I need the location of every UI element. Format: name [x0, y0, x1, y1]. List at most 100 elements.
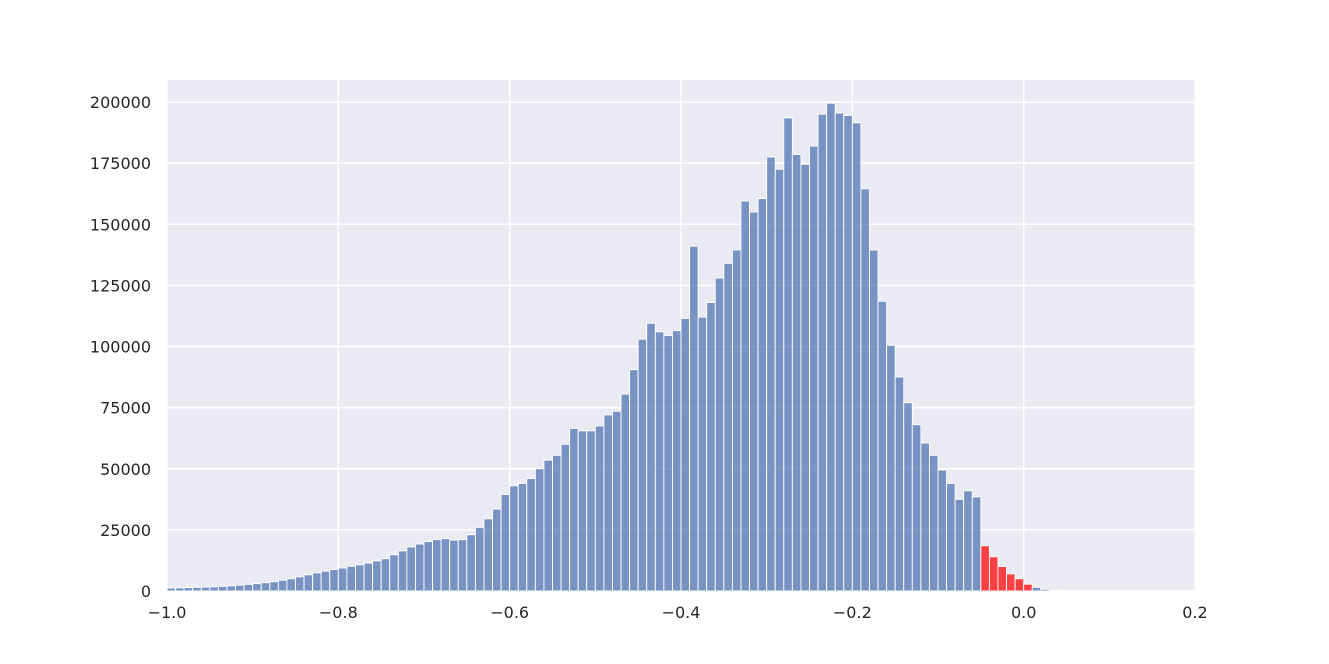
- histogram-bar: [337, 567, 348, 592]
- x-tick-label: −0.6: [490, 603, 529, 622]
- histogram-bar: [834, 112, 845, 592]
- histogram-bar: [1031, 586, 1042, 592]
- histogram-bar: [646, 322, 656, 592]
- histogram-bar: [474, 526, 485, 592]
- histogram-bar: [817, 113, 828, 592]
- histogram-bar: [483, 518, 493, 592]
- histogram-bar: [526, 478, 536, 592]
- histogram-bar: [329, 569, 339, 592]
- histogram-bar: [877, 300, 888, 592]
- histogram-bar: [843, 115, 853, 592]
- histogram-bar: [200, 586, 211, 592]
- histogram-bar: [740, 200, 750, 592]
- histogram-bar: [586, 430, 596, 592]
- x-tick-label: −0.2: [833, 603, 872, 622]
- histogram-bar-highlighted: [1014, 578, 1025, 592]
- histogram-bar-highlighted: [1023, 583, 1033, 592]
- histogram-bar: [577, 430, 588, 592]
- histogram-bar: [886, 344, 896, 592]
- histogram-bar: [946, 482, 956, 592]
- histogram-bar: [175, 587, 185, 592]
- histogram-bar-highlighted: [997, 566, 1007, 592]
- histogram-bar: [903, 402, 913, 592]
- histogram-bar: [303, 574, 314, 592]
- histogram-bar: [706, 302, 716, 592]
- histogram-bar: [663, 335, 673, 592]
- x-tick-label: −1.0: [148, 603, 187, 622]
- y-tick-label: 75000: [100, 399, 151, 418]
- histogram-bar: [654, 331, 665, 592]
- histogram-bar: [783, 117, 793, 592]
- histogram-bar: [355, 564, 365, 592]
- histogram-bar: [243, 583, 254, 592]
- histogram-bar: [166, 587, 177, 592]
- histogram-bar: [620, 393, 631, 592]
- y-tick-label: 50000: [100, 460, 151, 479]
- histogram-bar-highlighted: [988, 556, 999, 592]
- histogram-bar: [851, 122, 862, 592]
- histogram-bar: [269, 581, 279, 592]
- x-tick-label: 0.2: [1182, 603, 1207, 622]
- histogram-bar: [749, 211, 759, 592]
- histogram-bar: [534, 468, 545, 592]
- histogram-bar: [731, 249, 742, 592]
- histogram-bar: [860, 188, 870, 592]
- y-tick-label: 125000: [90, 276, 151, 295]
- histogram-bar-highlighted: [980, 545, 990, 592]
- histogram-bar: [277, 579, 288, 592]
- histogram-bar-highlighted: [1006, 573, 1016, 592]
- histogram-bar: [1040, 588, 1050, 592]
- histogram-bar: [963, 490, 973, 592]
- histogram-bar: [363, 562, 374, 592]
- histogram-bar: [552, 454, 562, 592]
- histogram-bar: [869, 249, 879, 592]
- histogram-bar: [826, 102, 836, 592]
- histogram-bar: [800, 163, 810, 592]
- histogram-bar: [372, 560, 382, 592]
- x-tick-label: −0.8: [319, 603, 358, 622]
- histogram-bar: [389, 554, 399, 592]
- histogram-bar: [629, 369, 639, 592]
- histogram-bar: [217, 585, 228, 592]
- histogram-bar: [466, 534, 476, 592]
- histogram-bar: [809, 145, 819, 592]
- histogram-bar: [774, 168, 785, 592]
- histogram-bar: [928, 454, 939, 592]
- histogram-bar: [603, 414, 613, 592]
- histogram-bar: [423, 541, 434, 592]
- histogram-bar: [671, 330, 682, 592]
- histogram-bar: [637, 338, 648, 592]
- histogram-bar: [569, 427, 579, 592]
- y-tick-label: 175000: [90, 154, 151, 173]
- histogram-bar: [414, 543, 425, 592]
- histogram-bar: [320, 570, 331, 592]
- histogram-bar: [954, 498, 965, 592]
- histogram-bar: [192, 586, 202, 592]
- histogram-bar: [689, 245, 699, 592]
- histogram-bar: [517, 482, 528, 592]
- x-tick-label: 0.0: [1011, 603, 1036, 622]
- y-tick-label: 25000: [100, 521, 151, 540]
- histogram-bar: [560, 443, 571, 592]
- histogram-bar: [937, 469, 948, 592]
- histogram-bar: [766, 156, 776, 592]
- histogram-bar: [260, 582, 271, 592]
- histogram-bar: [911, 424, 922, 592]
- y-tick-label: 100000: [90, 338, 151, 357]
- histogram-bar: [757, 198, 768, 592]
- histogram-bar: [697, 316, 708, 592]
- histogram-bar: [226, 585, 236, 592]
- bars: [166, 102, 1067, 592]
- histogram-bar: [594, 425, 605, 592]
- x-tick-label: −0.4: [662, 603, 701, 622]
- y-tick-label: 0: [141, 582, 151, 601]
- histogram-bar: [492, 508, 502, 592]
- histogram-bar: [440, 538, 451, 592]
- histogram-bar: [209, 586, 219, 592]
- histogram-bar: [791, 154, 802, 592]
- histogram-bar: [723, 262, 733, 592]
- y-tick-label: 200000: [90, 93, 151, 112]
- x-axis-tick-labels: −1.0 −0.8 −0.6 −0.4 −0.2 0.0 0.2: [148, 603, 1208, 622]
- histogram-bar: [397, 550, 408, 592]
- histogram-bar: [457, 539, 468, 592]
